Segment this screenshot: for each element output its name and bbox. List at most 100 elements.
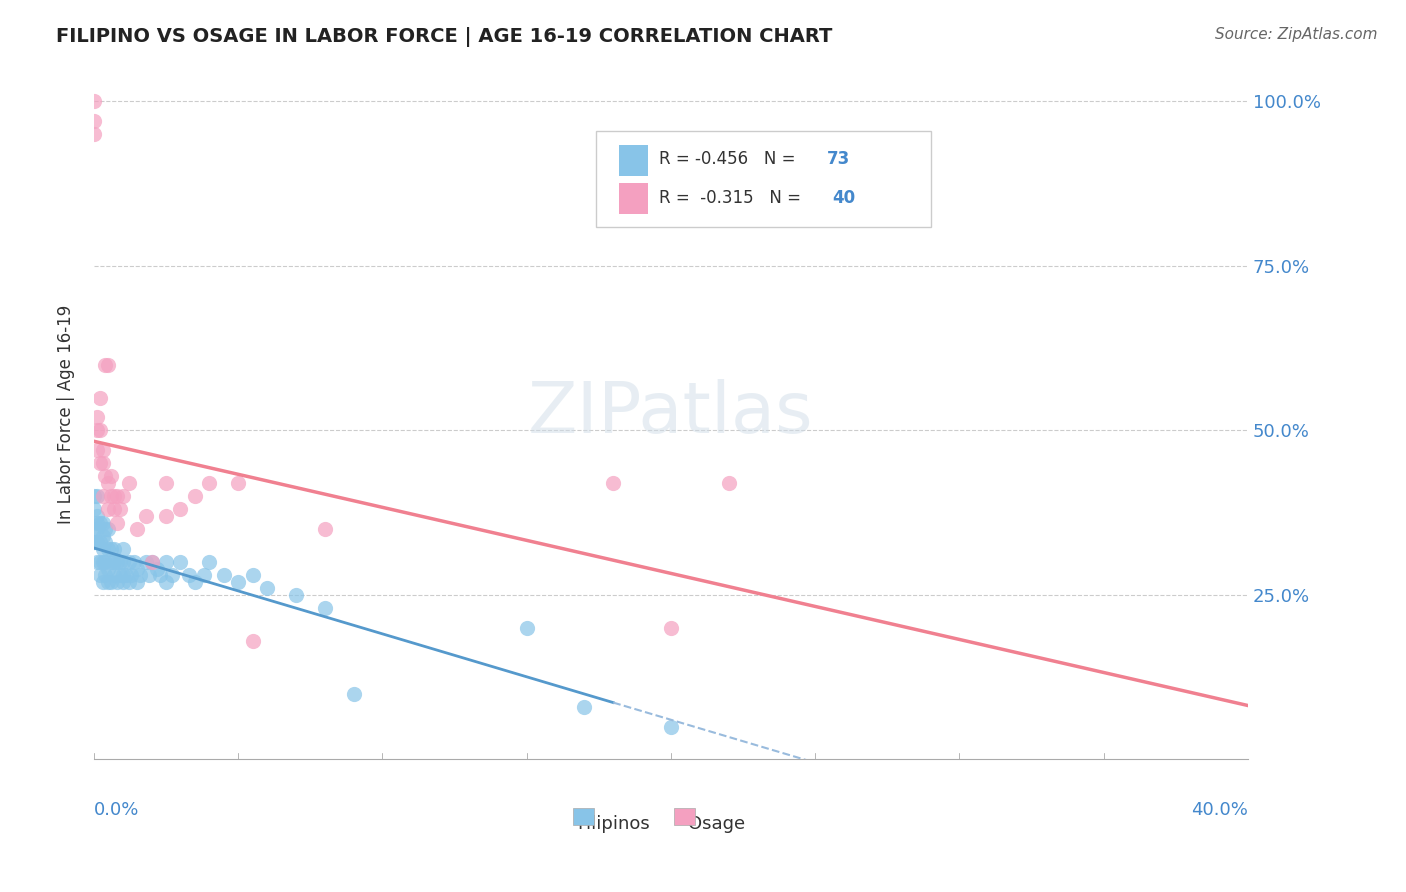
Point <box>83 95 105 109</box>
Point <box>155 574 177 589</box>
Text: 40.0%: 40.0% <box>1191 801 1249 819</box>
Point <box>83 522 105 536</box>
Text: R = -0.456   N =: R = -0.456 N = <box>659 150 801 168</box>
Point <box>86 489 108 503</box>
Point <box>89 555 111 569</box>
Point <box>91 541 114 556</box>
Point <box>89 568 111 582</box>
Point <box>256 582 278 596</box>
Point <box>103 555 125 569</box>
Point <box>86 443 108 458</box>
Point <box>89 391 111 405</box>
Point <box>155 555 177 569</box>
Point <box>117 555 139 569</box>
Text: Source: ZipAtlas.com: Source: ZipAtlas.com <box>1215 27 1378 42</box>
Point <box>83 535 105 549</box>
Point <box>103 502 125 516</box>
FancyBboxPatch shape <box>596 131 931 227</box>
Point <box>94 555 117 569</box>
Point <box>100 574 122 589</box>
Point <box>242 634 264 648</box>
Text: Filipinos: Filipinos <box>576 814 650 833</box>
Text: R =  -0.315   N =: R = -0.315 N = <box>659 189 807 207</box>
Text: 73: 73 <box>827 150 849 168</box>
Point <box>103 541 125 556</box>
Point <box>97 574 120 589</box>
Point <box>91 489 114 503</box>
Text: ZIPatlas: ZIPatlas <box>529 379 814 449</box>
Point <box>127 574 149 589</box>
Point <box>103 568 125 582</box>
Point <box>659 720 682 734</box>
Point <box>103 489 125 503</box>
Point <box>86 516 108 530</box>
Point <box>169 555 191 569</box>
Bar <box>619 183 648 213</box>
Point <box>91 574 114 589</box>
Point <box>141 555 163 569</box>
Point <box>127 561 149 575</box>
Point <box>91 529 114 543</box>
Point <box>91 555 114 569</box>
Point <box>193 568 215 582</box>
Point <box>226 574 249 589</box>
Point <box>155 476 177 491</box>
Point <box>124 555 146 569</box>
Point <box>120 568 142 582</box>
Point <box>86 424 108 438</box>
Point <box>100 489 122 503</box>
Point <box>91 456 114 470</box>
Point <box>198 555 221 569</box>
Point <box>94 358 117 372</box>
Point <box>94 469 117 483</box>
Point <box>97 502 120 516</box>
Point <box>184 489 207 503</box>
Y-axis label: In Labor Force | Age 16-19: In Labor Force | Age 16-19 <box>58 304 75 524</box>
Point <box>184 574 207 589</box>
Point <box>97 522 120 536</box>
Point <box>100 469 122 483</box>
Point <box>108 555 131 569</box>
Point <box>284 588 307 602</box>
Point <box>89 424 111 438</box>
Point <box>108 502 131 516</box>
Point <box>94 535 117 549</box>
Point <box>100 555 122 569</box>
Text: Osage: Osage <box>689 814 745 833</box>
Point <box>160 568 183 582</box>
Point <box>89 516 111 530</box>
Point <box>111 541 134 556</box>
Point <box>86 555 108 569</box>
Point <box>169 502 191 516</box>
Bar <box>675 808 695 825</box>
Text: 40: 40 <box>832 189 856 207</box>
Point <box>91 516 114 530</box>
Point <box>83 128 105 142</box>
Point <box>83 489 105 503</box>
Point <box>89 535 111 549</box>
Point <box>83 502 105 516</box>
Point <box>83 114 105 128</box>
Point <box>198 476 221 491</box>
Point <box>226 476 249 491</box>
Point <box>86 410 108 425</box>
Point <box>516 621 538 635</box>
Point <box>111 574 134 589</box>
Point <box>94 522 117 536</box>
Point <box>342 687 364 701</box>
Point <box>602 476 624 491</box>
Point <box>105 489 128 503</box>
Point <box>111 568 134 582</box>
Point <box>105 555 128 569</box>
Point <box>86 535 108 549</box>
Point <box>212 568 235 582</box>
Point <box>659 621 682 635</box>
Point <box>574 699 596 714</box>
Point <box>100 541 122 556</box>
Point <box>179 568 201 582</box>
Point <box>717 476 740 491</box>
Point <box>114 568 136 582</box>
Point <box>314 601 336 615</box>
Point <box>138 568 160 582</box>
Point <box>149 568 172 582</box>
